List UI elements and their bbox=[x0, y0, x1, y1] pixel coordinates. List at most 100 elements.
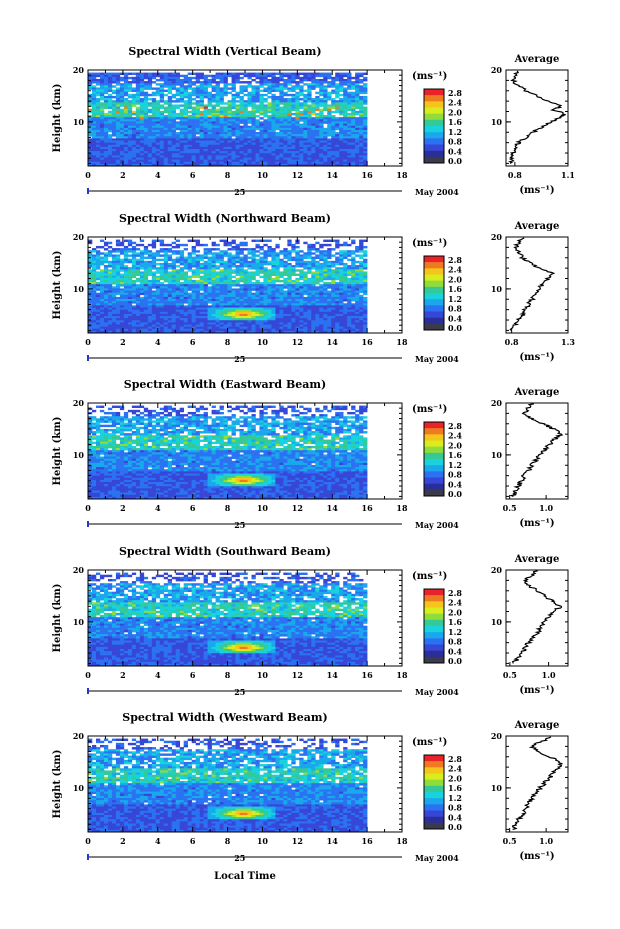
heatmap-cell bbox=[227, 157, 232, 160]
heatmap-cell bbox=[103, 146, 109, 150]
heatmap-cell bbox=[235, 104, 240, 107]
heatmap-cell bbox=[103, 76, 109, 80]
heatmap-cell bbox=[251, 140, 256, 143]
heatmap-cell bbox=[303, 138, 308, 141]
heatmap-cell bbox=[139, 91, 145, 95]
heatmap-cell bbox=[171, 241, 177, 245]
colorbar-swatch bbox=[424, 89, 444, 96]
heatmap-cell bbox=[307, 138, 312, 141]
heatmap-cell bbox=[243, 309, 248, 313]
heatmap-cell bbox=[91, 290, 97, 293]
heatmap-cell bbox=[99, 245, 105, 249]
heatmap-cell bbox=[147, 104, 153, 107]
heatmap-cell bbox=[187, 151, 192, 154]
heatmap-cell bbox=[183, 292, 188, 296]
heatmap-cell bbox=[175, 282, 181, 285]
heatmap-cell bbox=[251, 98, 256, 101]
heatmap-cell bbox=[299, 260, 304, 264]
heatmap-cell bbox=[111, 271, 117, 274]
heatmap-cell bbox=[263, 127, 268, 131]
heatmap-cell bbox=[339, 309, 344, 313]
heatmap-cell bbox=[91, 163, 97, 167]
heatmap-cell bbox=[223, 89, 228, 92]
heatmap-cell bbox=[103, 95, 109, 99]
heatmap-cell bbox=[143, 252, 149, 255]
heatmap-cell bbox=[279, 157, 284, 160]
heatmap-cell bbox=[307, 282, 312, 285]
heatmap-cell bbox=[123, 76, 129, 80]
heatmap-cell bbox=[119, 102, 125, 105]
heatmap-cell bbox=[155, 87, 161, 90]
heatmap-cell bbox=[359, 273, 364, 276]
heatmap-cell bbox=[339, 303, 344, 306]
heatmap-cell bbox=[335, 117, 340, 120]
heatmap-cell bbox=[247, 117, 252, 120]
heatmap-cell bbox=[111, 275, 117, 279]
heatmap-cell bbox=[267, 284, 272, 287]
heatmap-cell bbox=[127, 311, 133, 315]
heatmap-cell bbox=[243, 74, 248, 78]
heatmap-cell bbox=[323, 163, 328, 167]
heatmap-cell bbox=[259, 248, 264, 251]
heatmap-cell bbox=[88, 311, 93, 315]
heatmap-cell bbox=[147, 267, 153, 270]
heatmap-cell bbox=[231, 163, 236, 167]
heatmap-cell bbox=[88, 117, 93, 120]
heatmap-cell bbox=[303, 301, 308, 304]
colorbar-swatch bbox=[424, 126, 444, 133]
heatmap-cell bbox=[275, 155, 280, 158]
heatmap-cell bbox=[115, 307, 121, 310]
heatmap-cell bbox=[167, 144, 173, 148]
heatmap-cell bbox=[331, 161, 336, 165]
heatmap-cell bbox=[179, 144, 184, 148]
heatmap-cell bbox=[303, 149, 308, 152]
heatmap-cell bbox=[355, 277, 360, 281]
heatmap-cell bbox=[195, 115, 200, 118]
heatmap-cell bbox=[355, 284, 360, 287]
heatmap-cell bbox=[127, 273, 133, 276]
heatmap-cell bbox=[255, 142, 260, 146]
heatmap-cell bbox=[195, 309, 200, 313]
heatmap-cell bbox=[275, 271, 280, 274]
heatmap-cell bbox=[347, 279, 352, 283]
heatmap-cell bbox=[119, 100, 125, 103]
heatmap-cell bbox=[295, 305, 300, 308]
date-day-label: 25 bbox=[234, 187, 245, 197]
heatmap-cell bbox=[303, 267, 308, 270]
heatmap-cell bbox=[95, 254, 101, 257]
heatmap-cell bbox=[191, 142, 196, 146]
heatmap-cell bbox=[243, 161, 248, 165]
heatmap-cell bbox=[143, 163, 149, 167]
heatmap-cell bbox=[195, 269, 200, 272]
heatmap-cell bbox=[187, 279, 192, 283]
heatmap-cell bbox=[263, 294, 268, 298]
heatmap-cell bbox=[247, 112, 252, 116]
heatmap-cell bbox=[191, 282, 196, 285]
heatmap-cell bbox=[219, 119, 224, 122]
heatmap-cell bbox=[235, 119, 240, 122]
heatmap-cell bbox=[247, 248, 252, 251]
heatmap-cell bbox=[271, 159, 276, 163]
heatmap-cell bbox=[171, 277, 177, 281]
heatmap-cell bbox=[207, 119, 212, 122]
heatmap-cell bbox=[331, 288, 336, 291]
heatmap-cell bbox=[167, 98, 173, 101]
heatmap-cell bbox=[107, 81, 113, 84]
heatmap-cell bbox=[327, 146, 332, 150]
heatmap-cell bbox=[175, 292, 181, 296]
heatmap-cell bbox=[359, 102, 364, 105]
heatmap-cell bbox=[183, 305, 188, 308]
heatmap-cell bbox=[179, 284, 184, 287]
heatmap-cell bbox=[119, 153, 125, 156]
heatmap-cell bbox=[131, 142, 137, 146]
heatmap-cell bbox=[227, 136, 232, 139]
heatmap-cell bbox=[315, 277, 320, 281]
heatmap-cell bbox=[203, 299, 208, 302]
heatmap-cell bbox=[263, 254, 268, 257]
heatmap-cell bbox=[307, 254, 312, 257]
heatmap-cell bbox=[263, 262, 268, 266]
heatmap-cell bbox=[275, 157, 280, 160]
heatmap-cell bbox=[151, 87, 157, 90]
heatmap-cell bbox=[215, 271, 220, 274]
heatmap-cell bbox=[335, 252, 340, 255]
